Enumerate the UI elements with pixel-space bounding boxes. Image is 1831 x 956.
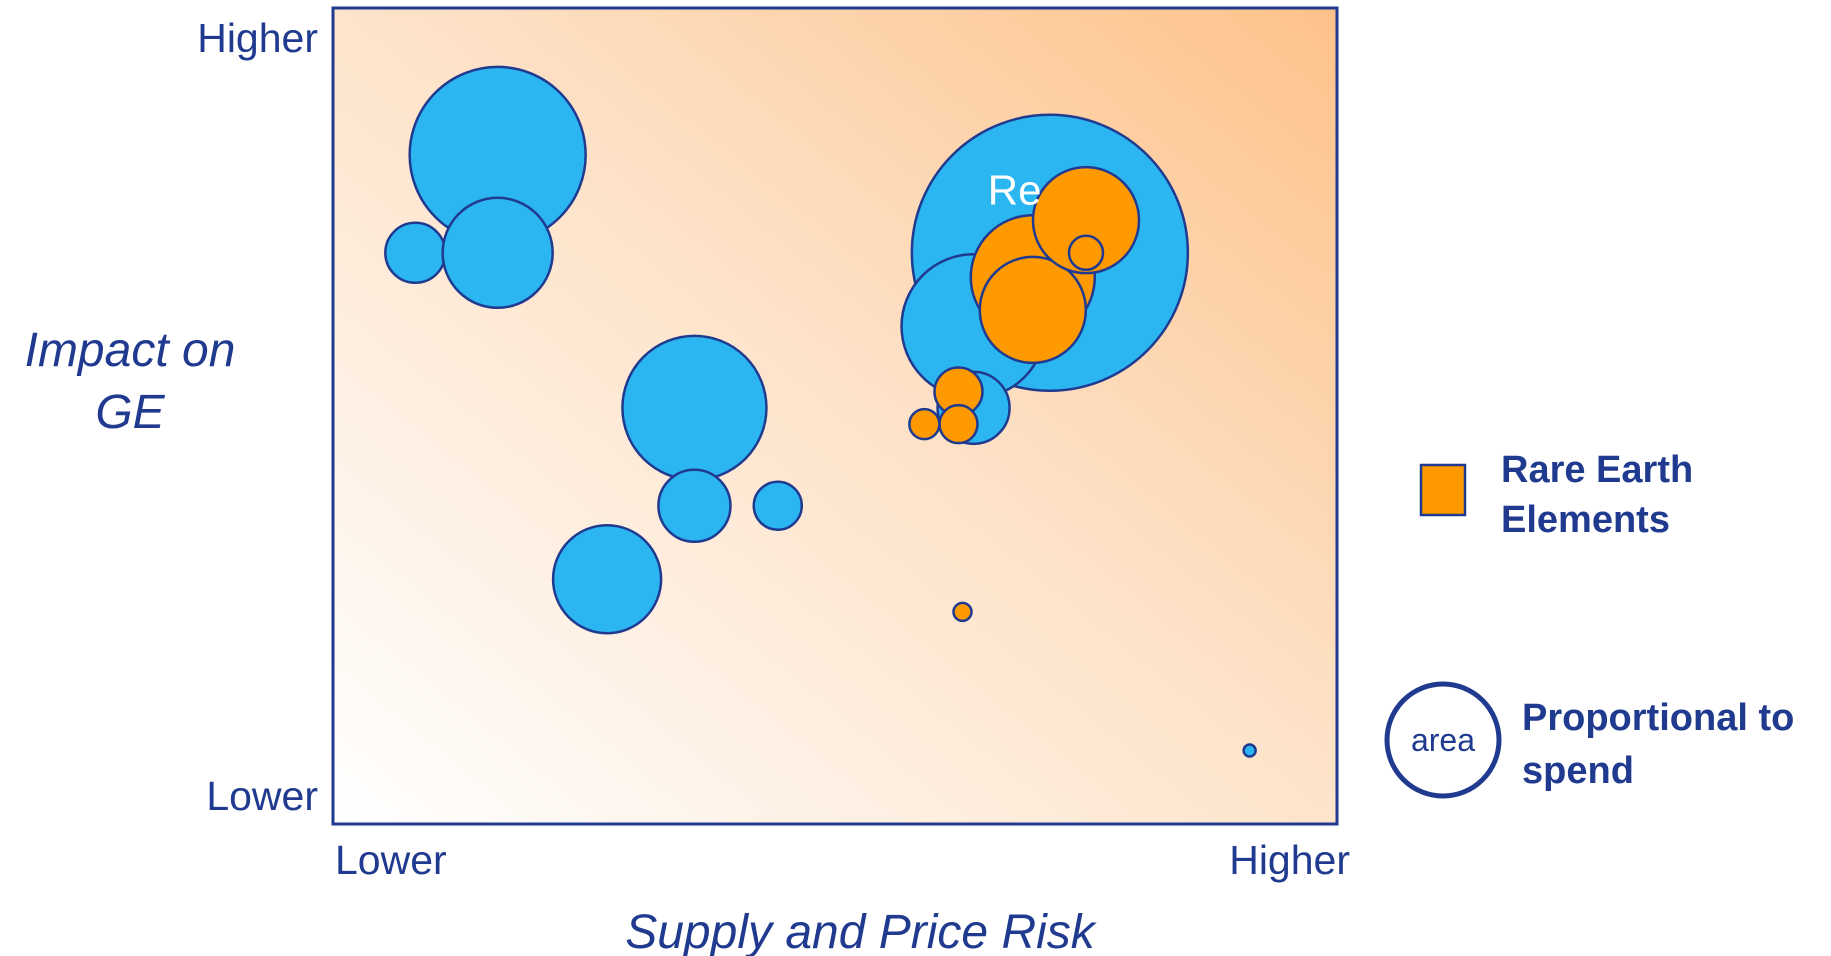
orange-bubble-2: [1031, 165, 1141, 275]
legend-size-key-label: area: [1411, 722, 1475, 758]
blue-bubble-5: [752, 480, 804, 532]
x-axis-title: Supply and Price Risk: [625, 906, 1098, 956]
legend-swatch-rare-earth: [1419, 463, 1467, 517]
legend-size-line-1: Proportional to: [1522, 697, 1794, 739]
blue-bubble-6: [551, 523, 663, 635]
blue-bubble-4: [657, 468, 732, 544]
legend-rare-earth-line-2: Elements: [1501, 499, 1670, 541]
y-axis-title-line-2: GE: [95, 386, 165, 439]
orange-bubble-3: [1067, 234, 1105, 272]
orange-bubble-6: [908, 407, 941, 441]
x-tick-higher: Higher: [1229, 837, 1350, 883]
x-tick-lower: Lower: [335, 837, 447, 883]
bubble-layer: Re: [384, 65, 1257, 758]
legend-rare-earth-line-1: Rare Earth: [1501, 449, 1693, 491]
y-tick-lower: Lower: [206, 773, 318, 819]
legend-size-line-2: spend: [1522, 750, 1634, 792]
blue-bubble-2: [441, 196, 554, 310]
legend: Rare Earth Elements area Proportional to…: [1384, 449, 1794, 799]
orange-bubble-5: [938, 403, 979, 445]
blue-bubble-10: [1242, 743, 1257, 758]
orange-bubble-7: [952, 601, 973, 623]
legend-size-key-circle: [1384, 681, 1502, 799]
y-tick-higher: Higher: [197, 15, 318, 61]
bubble-label-re: Re: [988, 167, 1042, 214]
blue-bubble-3: [621, 334, 768, 482]
orange-bubble-1: [978, 255, 1088, 365]
y-axis-title-line-1: Impact on: [25, 324, 236, 377]
blue-bubble-1: [384, 221, 447, 285]
